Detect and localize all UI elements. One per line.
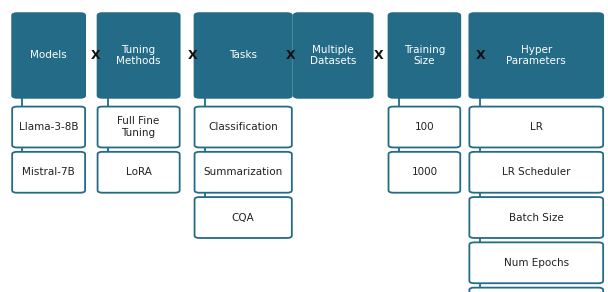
Text: X: X: [188, 49, 198, 62]
Text: Hyper
Parameters: Hyper Parameters: [506, 45, 566, 66]
Text: Batch Size: Batch Size: [509, 213, 564, 223]
Text: Num Epochs: Num Epochs: [503, 258, 569, 268]
FancyBboxPatch shape: [469, 13, 603, 98]
FancyBboxPatch shape: [469, 152, 603, 193]
Text: 100: 100: [415, 122, 434, 132]
Text: X: X: [475, 49, 485, 62]
Text: X: X: [91, 49, 101, 62]
Text: Mistral-7B: Mistral-7B: [22, 167, 75, 177]
FancyBboxPatch shape: [389, 152, 460, 193]
Text: X: X: [374, 49, 384, 62]
Text: LoRA: LoRA: [126, 167, 151, 177]
Text: Full Fine
Tuning: Full Fine Tuning: [117, 116, 160, 138]
Text: Summarization: Summarization: [204, 167, 283, 177]
Text: 1000: 1000: [412, 167, 437, 177]
Text: Classification: Classification: [209, 122, 278, 132]
Text: LR: LR: [530, 122, 543, 132]
Text: LR Scheduler: LR Scheduler: [502, 167, 570, 177]
FancyBboxPatch shape: [195, 13, 292, 98]
Text: Tasks: Tasks: [229, 51, 257, 60]
FancyBboxPatch shape: [12, 107, 85, 147]
FancyBboxPatch shape: [389, 107, 460, 147]
FancyBboxPatch shape: [195, 152, 292, 193]
FancyBboxPatch shape: [97, 107, 180, 147]
FancyBboxPatch shape: [12, 152, 85, 193]
FancyBboxPatch shape: [389, 13, 460, 98]
Text: Tuning
Methods: Tuning Methods: [116, 45, 161, 66]
FancyBboxPatch shape: [97, 152, 180, 193]
FancyBboxPatch shape: [12, 13, 85, 98]
Text: Models: Models: [30, 51, 67, 60]
FancyBboxPatch shape: [195, 197, 292, 238]
Text: X: X: [286, 49, 295, 62]
FancyBboxPatch shape: [195, 107, 292, 147]
FancyBboxPatch shape: [469, 288, 603, 292]
FancyBboxPatch shape: [97, 13, 180, 98]
Text: Multiple
Datasets: Multiple Datasets: [310, 45, 356, 66]
FancyBboxPatch shape: [469, 242, 603, 283]
FancyBboxPatch shape: [469, 197, 603, 238]
Text: Llama-3-8B: Llama-3-8B: [19, 122, 78, 132]
Text: Training
Size: Training Size: [404, 45, 445, 66]
Text: CQA: CQA: [232, 213, 255, 223]
FancyBboxPatch shape: [469, 107, 603, 147]
FancyBboxPatch shape: [294, 13, 373, 98]
